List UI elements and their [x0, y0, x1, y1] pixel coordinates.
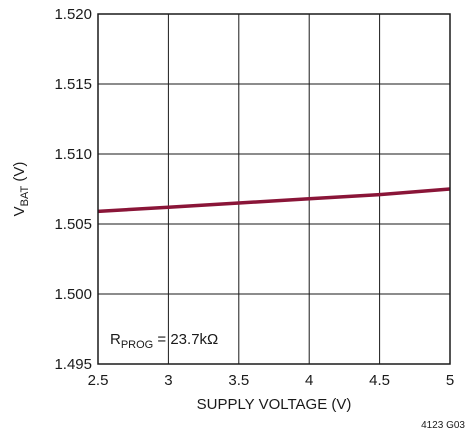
series-line	[97, 187, 451, 214]
tick-labels: 2.5 3 3.5 4 4.5 5 1.495 1.500 1.505 1.510 1.515 1.5…	[54, 6, 454, 389]
y-tick-label: 1.510	[54, 146, 92, 163]
y-tick-label: 1.520	[54, 6, 92, 23]
y-axis-label: VBAT (V)	[11, 162, 31, 217]
annotation-main: R	[110, 331, 121, 348]
y-tick-label: 1.495	[54, 356, 92, 373]
x-tick-label: 3.5	[228, 372, 249, 389]
rprog-annotation: RPROG = 23.7kΩ	[110, 331, 218, 351]
x-tick-label: 4.5	[369, 372, 390, 389]
x-axis-label: SUPPLY VOLTAGE (V)	[197, 396, 352, 413]
x-tick-label: 5	[446, 372, 454, 389]
x-tick-label: 3	[164, 372, 172, 389]
grid	[98, 14, 450, 364]
x-tick-label: 2.5	[88, 372, 109, 389]
series-layer	[97, 187, 451, 214]
annotation-value: = 23.7kΩ	[153, 331, 218, 348]
y-tick-label: 1.505	[54, 216, 92, 233]
y-axis-label-main: V	[11, 206, 28, 216]
annotation-subscript: PROG	[121, 339, 153, 351]
y-tick-label: 1.500	[54, 286, 92, 303]
plot-frame	[97, 13, 451, 365]
y-axis-label-unit: (V)	[11, 162, 28, 186]
y-axis-label-subscript: BAT	[19, 186, 31, 207]
figure-id: 4123 G03	[421, 420, 465, 431]
y-tick-label: 1.515	[54, 76, 92, 93]
x-tick-label: 4	[305, 372, 313, 389]
